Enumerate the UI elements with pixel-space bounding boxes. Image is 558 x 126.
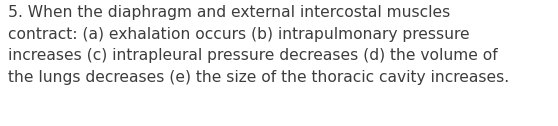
Text: 5. When the diaphragm and external intercostal muscles
contract: (a) exhalation : 5. When the diaphragm and external inter… (8, 5, 509, 85)
